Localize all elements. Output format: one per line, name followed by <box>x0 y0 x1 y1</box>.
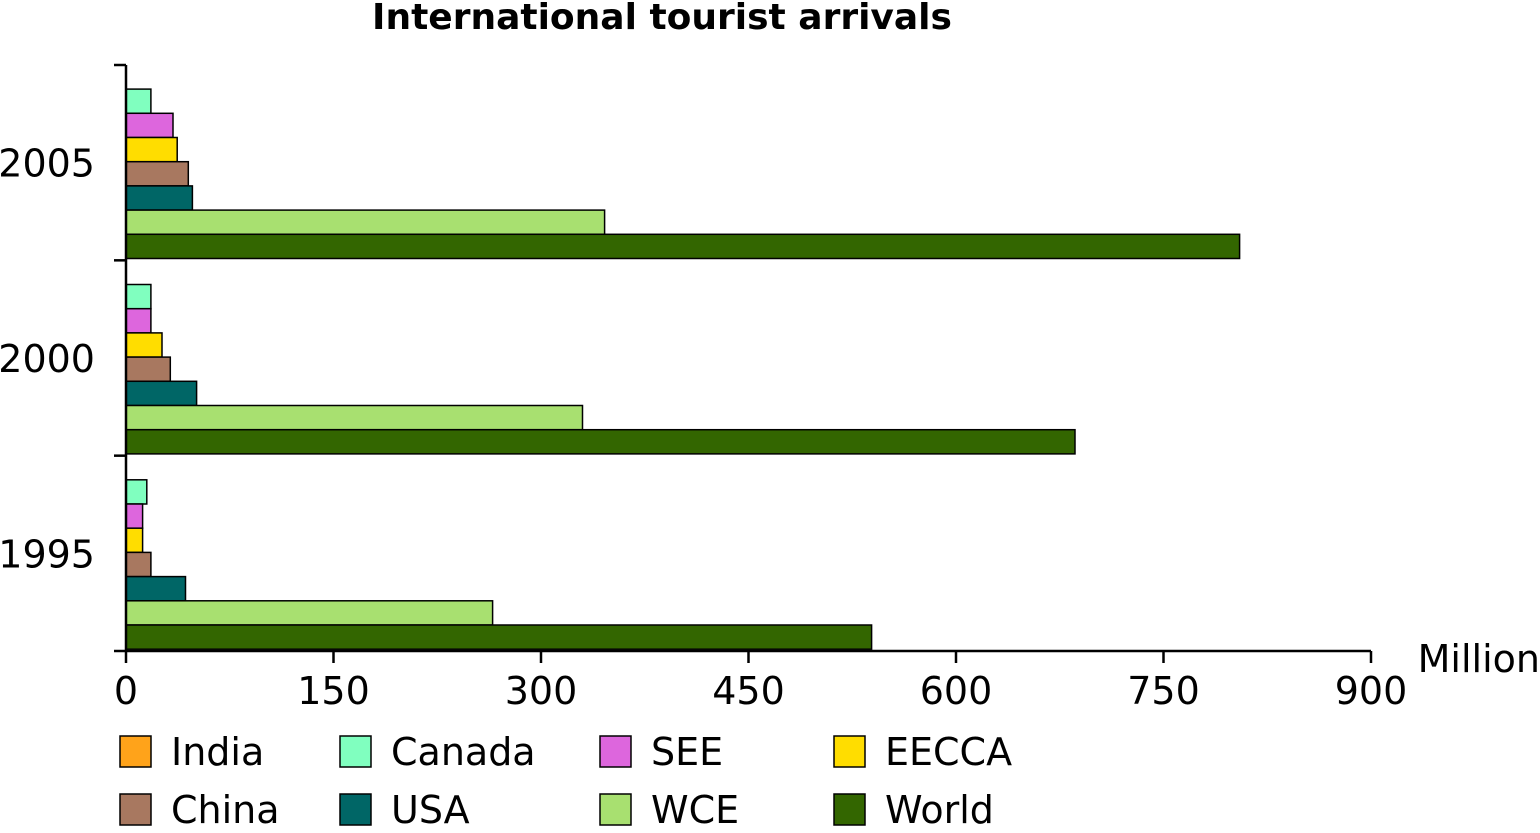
legend-item-usa: USA <box>339 788 470 832</box>
legend-label: EECCA <box>885 730 1012 774</box>
legend-swatch <box>119 735 152 768</box>
x-tick-label-150: 150 <box>297 669 370 713</box>
bar-see-1995 <box>125 503 144 529</box>
legend-item-china: China <box>119 788 280 832</box>
legend-label: World <box>885 788 994 829</box>
bar-canada-2005 <box>125 88 152 115</box>
bar-china-1995 <box>125 551 152 578</box>
bar-canada-2000 <box>125 283 152 310</box>
bar-eecca-2000 <box>125 332 163 358</box>
bar-wce-2000 <box>125 404 584 431</box>
legend-swatch <box>119 793 152 826</box>
legend-swatch <box>833 735 866 768</box>
x-tick-label-0: 0 <box>114 669 138 713</box>
bar-canada-1995 <box>125 479 148 505</box>
legend-label: WCE <box>651 788 739 829</box>
legend-swatch <box>599 735 632 768</box>
bar-see-2005 <box>125 112 174 139</box>
legend-label: Canada <box>391 730 536 774</box>
legend-swatch <box>339 793 372 826</box>
chart-title: International tourist arrivals <box>372 0 952 38</box>
legend-label: China <box>171 788 280 829</box>
legend-item-wce: WCE <box>599 788 739 832</box>
legend-swatch <box>599 793 632 826</box>
bar-eecca-1995 <box>125 527 144 554</box>
legend-swatch <box>339 735 372 768</box>
x-tick-label-300: 300 <box>505 669 578 713</box>
x-tick-label-600: 600 <box>920 669 993 713</box>
bar-wce-2005 <box>125 209 606 236</box>
bar-world-1995 <box>125 624 873 650</box>
x-tick-label-900: 900 <box>1335 669 1408 713</box>
bar-china-2005 <box>125 160 190 187</box>
legend-item-canada: Canada <box>339 730 536 774</box>
x-axis-label: Million <box>1418 637 1540 681</box>
legend-swatch <box>833 793 866 826</box>
legend-label: India <box>171 730 264 774</box>
plot-area: 2005 2000 1995 0 150 300 450 600 750 900 India Cana… <box>0 63 1408 832</box>
bar-eecca-2005 <box>125 136 178 163</box>
bar-usa-1995 <box>125 575 187 602</box>
x-tick-label-450: 450 <box>712 669 785 713</box>
bar-china-2000 <box>125 356 172 383</box>
legend-item-india: India <box>119 730 264 774</box>
bar-wce-1995 <box>125 600 494 626</box>
legend-item-world: World <box>833 788 994 832</box>
bar-usa-2005 <box>125 185 194 211</box>
bar-see-2000 <box>125 307 152 334</box>
legend-label: SEE <box>651 730 723 774</box>
y-tick-label-2005: 2005 <box>0 142 95 186</box>
bar-world-2005 <box>125 233 1241 260</box>
bar-usa-2000 <box>125 380 198 407</box>
bar-world-2000 <box>125 428 1076 455</box>
x-tick-label-750: 750 <box>1127 669 1200 713</box>
legend-item-see: SEE <box>599 730 723 774</box>
legend-item-eecca: EECCA <box>833 730 1012 774</box>
legend-label: USA <box>391 788 470 829</box>
y-tick-label-1995: 1995 <box>0 532 95 576</box>
y-tick-label-2000: 2000 <box>0 337 95 381</box>
